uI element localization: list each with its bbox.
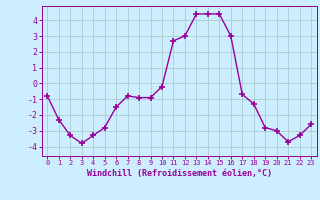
X-axis label: Windchill (Refroidissement éolien,°C): Windchill (Refroidissement éolien,°C) xyxy=(87,169,272,178)
